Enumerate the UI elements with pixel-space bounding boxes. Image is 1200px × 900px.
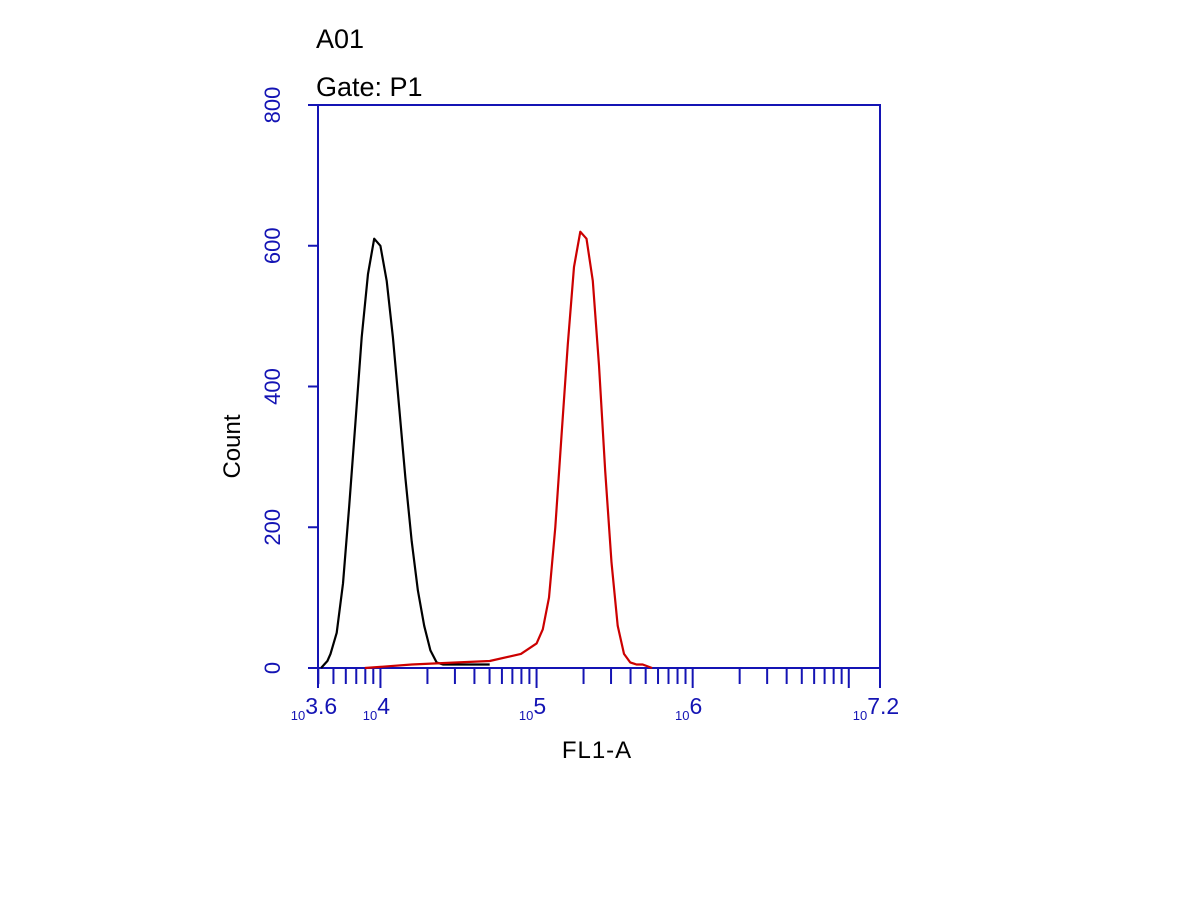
x-axis-label: FL1-A <box>562 737 632 764</box>
y-tick-label: 800 <box>260 87 285 124</box>
y-tick-label: 200 <box>260 509 285 546</box>
x-tick-label: 107.2 <box>853 693 899 723</box>
y-tick-label: 400 <box>260 368 285 405</box>
x-tick-power: 7.2 <box>867 693 899 719</box>
y-tick-label: 0 <box>260 662 285 674</box>
x-tick-power: 3.6 <box>305 693 337 719</box>
plot-frame <box>317 104 881 669</box>
x-tick-power: 5 <box>533 693 546 719</box>
x-tick-base: 10 <box>853 708 867 723</box>
chart-subtitle: Gate: P1 <box>316 72 423 102</box>
x-tick-base: 10 <box>291 708 305 723</box>
x-tick-label: 106 <box>675 693 702 723</box>
x-tick-label: 103.6 <box>291 693 337 723</box>
x-tick-power: 6 <box>690 693 703 719</box>
x-tick-label: 105 <box>519 693 546 723</box>
series-2-histogram-line <box>364 230 653 670</box>
series-1-histogram-line <box>320 237 490 669</box>
x-tick-base: 10 <box>519 708 533 723</box>
x-tick-power: 4 <box>377 693 390 719</box>
chart-title: A01 <box>316 24 365 54</box>
y-tick-label: 600 <box>260 227 285 264</box>
x-tick-base: 10 <box>675 708 689 723</box>
x-tick-base: 10 <box>363 708 377 723</box>
x-tick-label: 104 <box>363 693 390 723</box>
y-axis-label: Count <box>219 414 246 478</box>
